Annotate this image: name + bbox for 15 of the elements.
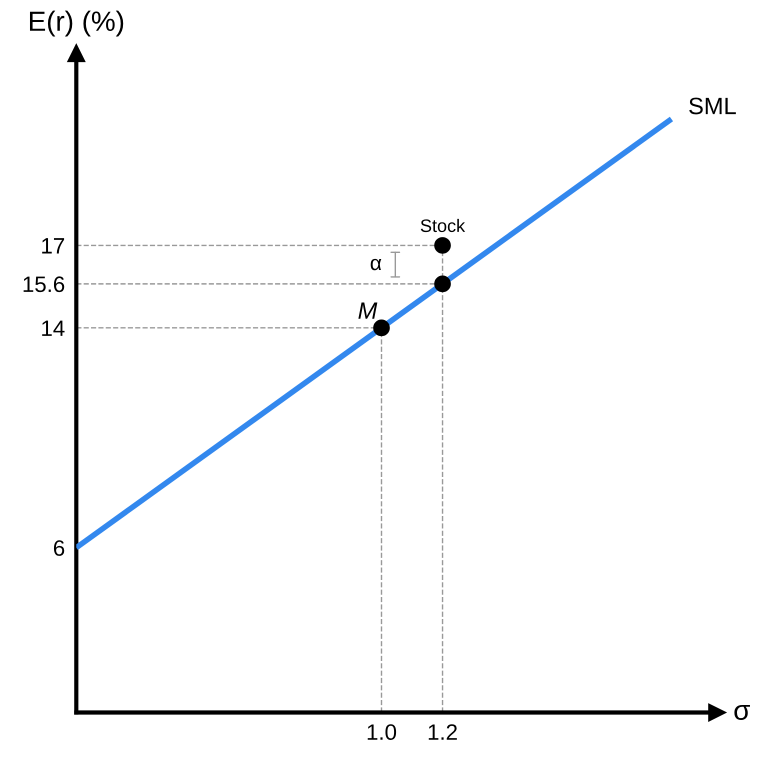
x-axis-title: σ — [734, 705, 750, 720]
annotation: α — [370, 258, 382, 270]
x-tick-label: 1.0 — [368, 724, 396, 740]
y-tick-label: 17 — [42, 238, 64, 254]
y-axis-title: E(r) (%) — [30, 10, 124, 37]
annotation: M — [358, 302, 378, 319]
series-label: SML — [689, 98, 736, 114]
point — [434, 276, 451, 292]
annotation: Stock — [420, 218, 466, 232]
point — [373, 320, 390, 336]
y-tick-label: 15.6 — [24, 276, 64, 292]
y-tick-label: 14 — [42, 320, 65, 336]
x-tick-label: 1.2 — [428, 724, 457, 740]
point — [434, 237, 451, 254]
y-tick-label: 6 — [54, 540, 64, 556]
